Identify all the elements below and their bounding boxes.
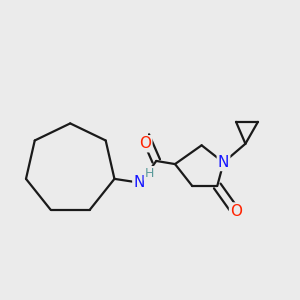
Text: N: N — [218, 155, 229, 170]
Text: H: H — [145, 167, 154, 180]
Text: O: O — [139, 136, 151, 151]
Text: N: N — [134, 176, 145, 190]
Text: O: O — [230, 203, 242, 218]
